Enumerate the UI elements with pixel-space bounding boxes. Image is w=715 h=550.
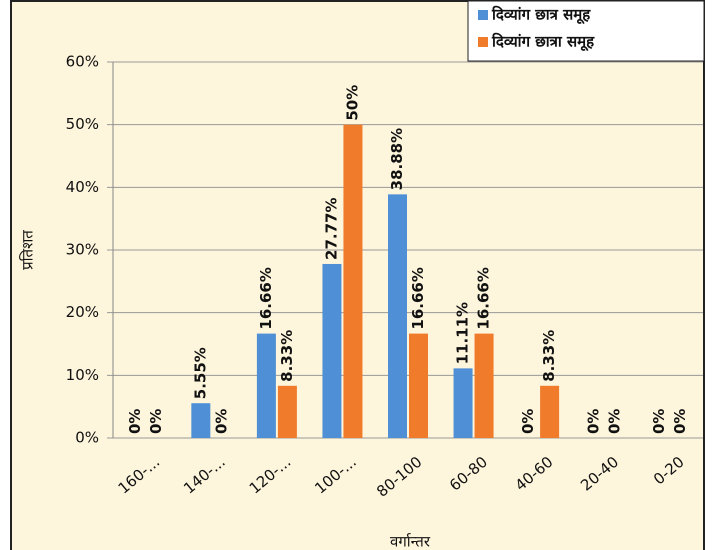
data-label: 16.66% xyxy=(257,267,275,329)
legend-swatch xyxy=(478,10,488,20)
bar xyxy=(409,333,428,438)
data-label: 11.11% xyxy=(454,302,472,364)
bar xyxy=(540,385,560,438)
bar xyxy=(322,263,342,438)
data-label: 0% xyxy=(519,409,537,434)
data-label: 0% xyxy=(671,409,689,434)
data-label: 8.33% xyxy=(278,330,296,382)
bar xyxy=(474,333,494,438)
data-label: 8.33% xyxy=(540,330,558,382)
y-tick-label: 40% xyxy=(66,178,99,196)
bar xyxy=(343,124,363,439)
data-label: 16.66% xyxy=(409,267,427,329)
bar xyxy=(191,403,211,438)
bar xyxy=(256,333,276,438)
bar xyxy=(388,194,407,438)
data-label: 0% xyxy=(147,409,165,434)
y-tick-label: 0% xyxy=(75,429,99,447)
data-label: 27.77% xyxy=(322,197,340,259)
legend-label: दिव्यांग छात्रा समूह xyxy=(491,33,595,52)
bar xyxy=(453,368,473,438)
legend-swatch xyxy=(478,37,488,47)
data-label: 5.55% xyxy=(191,347,209,399)
data-label: 0% xyxy=(606,409,624,434)
y-tick-label: 50% xyxy=(66,115,99,133)
data-label: 0% xyxy=(585,409,603,434)
y-tick-label: 60% xyxy=(66,53,99,71)
data-label: 38.88% xyxy=(388,128,406,190)
data-label: 50% xyxy=(343,85,361,121)
y-tick-label: 20% xyxy=(66,303,99,321)
x-axis-label: वर्गान्तर xyxy=(390,533,431,550)
y-tick-label: 30% xyxy=(66,241,99,259)
bar xyxy=(277,385,297,438)
data-label: 0% xyxy=(212,409,230,434)
legend-label: दिव्यांग छात्र समूह xyxy=(491,6,591,25)
y-tick-label: 10% xyxy=(66,366,99,384)
data-label: 0% xyxy=(650,409,668,434)
data-label: 16.66% xyxy=(475,267,493,329)
legend-box xyxy=(467,0,705,62)
y-axis-label: प्रतिशत xyxy=(19,230,37,270)
data-label: 0% xyxy=(126,409,144,434)
